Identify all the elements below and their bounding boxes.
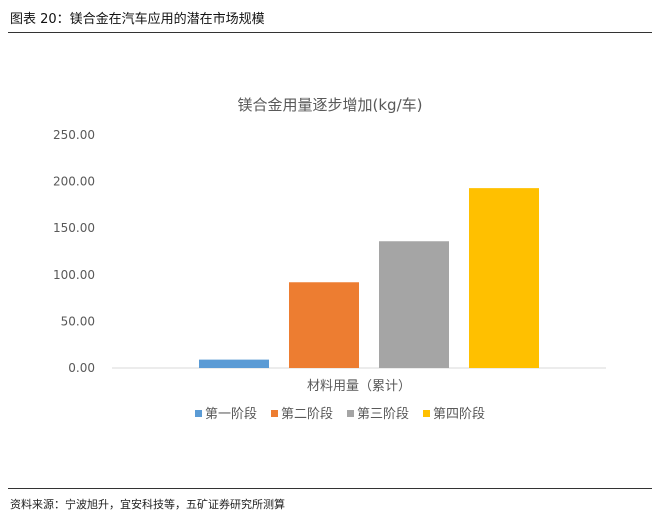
legend-label: 第一阶段 bbox=[205, 407, 257, 422]
y-tick-label: 50.00 bbox=[61, 314, 95, 328]
legend-swatch bbox=[271, 410, 278, 417]
y-tick-label: 100.00 bbox=[53, 268, 95, 282]
bar-chart: 镁合金用量逐步增加(kg/车) 0.00 50.00 100.00 150.00 200… bbox=[53, 96, 606, 422]
legend-swatch bbox=[423, 410, 430, 417]
source-note: 资料来源：宁波旭升，宜安科技等，五矿证券研究所测算 bbox=[10, 498, 285, 511]
legend-label: 第四阶段 bbox=[433, 407, 485, 422]
legend-swatch bbox=[195, 410, 202, 417]
legend-label: 第二阶段 bbox=[281, 407, 333, 422]
y-tick-label: 250.00 bbox=[53, 128, 95, 142]
y-tick-label: 150.00 bbox=[53, 221, 95, 235]
y-axis-ticks: 0.00 50.00 100.00 150.00 200.00 250.00 bbox=[53, 128, 95, 375]
top-rule bbox=[8, 32, 652, 33]
x-axis-label: 材料用量（累计） bbox=[307, 379, 411, 394]
bar-4 bbox=[469, 188, 539, 368]
chart-title: 镁合金用量逐步增加(kg/车) bbox=[238, 96, 423, 114]
bar-2 bbox=[289, 282, 359, 368]
y-tick-label: 200.00 bbox=[53, 175, 95, 189]
legend-swatch bbox=[347, 410, 354, 417]
legend: 第一阶段 第二阶段 第三阶段 第四阶段 bbox=[195, 407, 485, 422]
legend-label: 第三阶段 bbox=[357, 407, 409, 422]
bar-1 bbox=[199, 359, 269, 368]
figure-title: 图表 20：镁合金在汽车应用的潜在市场规模 bbox=[10, 12, 265, 27]
bottom-rule bbox=[8, 488, 652, 489]
bar-3 bbox=[379, 241, 449, 368]
bars bbox=[199, 188, 539, 368]
y-tick-label: 0.00 bbox=[68, 361, 95, 375]
